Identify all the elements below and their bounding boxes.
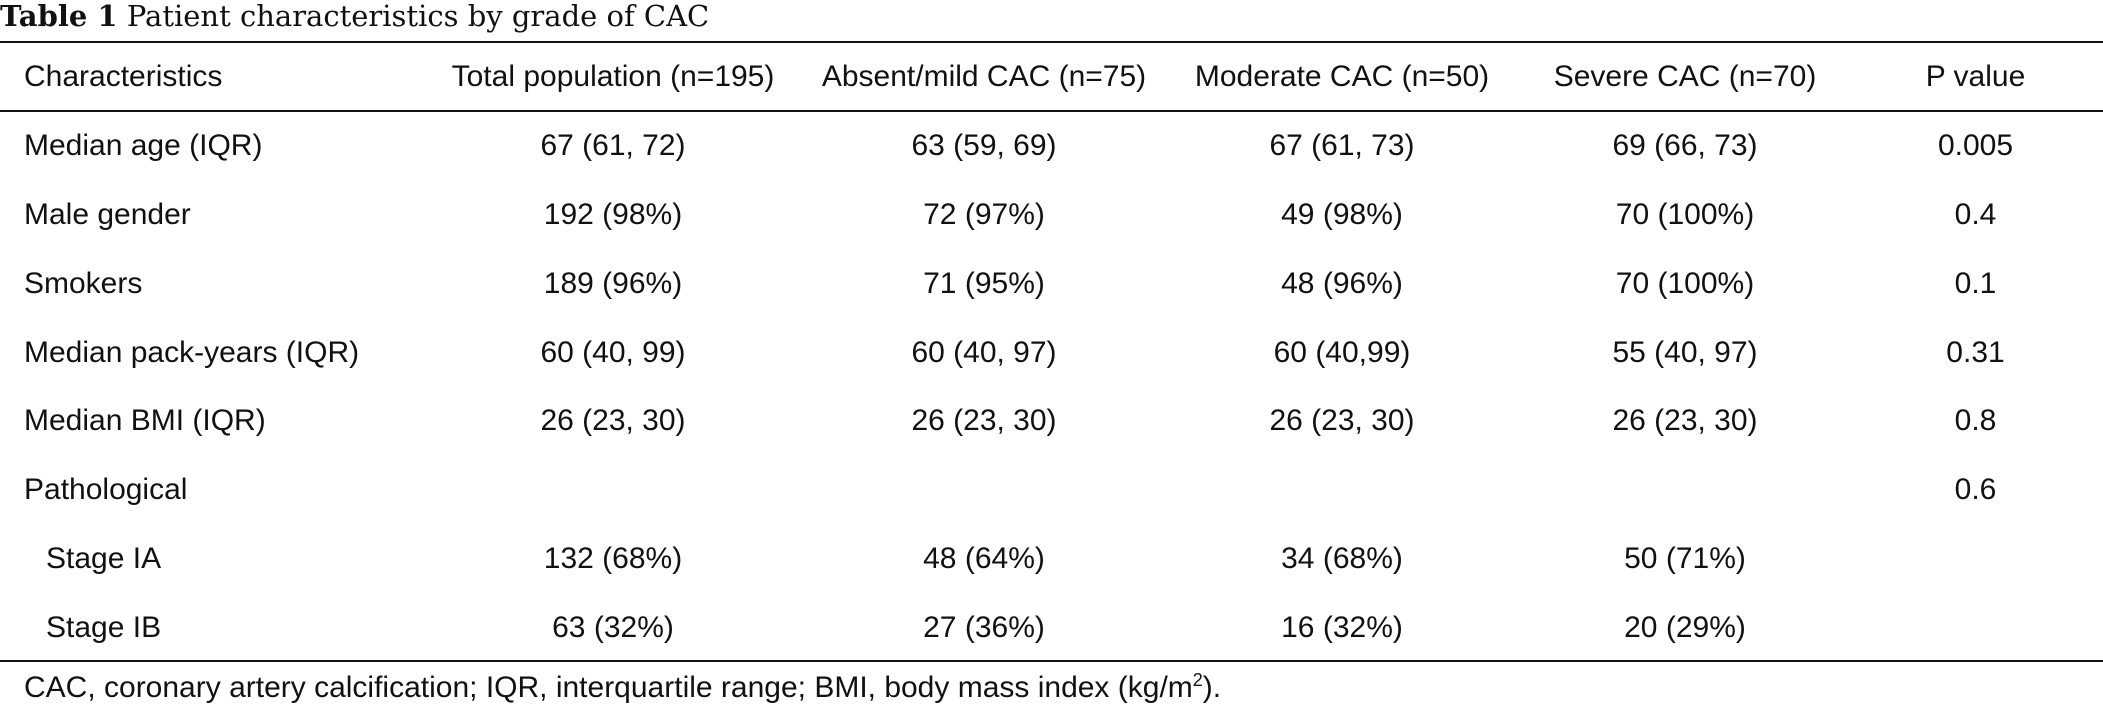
table-cell: 60 (40, 97) [911, 335, 1057, 369]
table-cell: 69 (66, 73) [1612, 129, 1758, 163]
row-label: Median BMI (IQR) [24, 404, 266, 438]
table-title: Patient characteristics by grade of CAC [126, 0, 710, 33]
table-row: Smokers 189 (96%) 71 (95%) 48 (96%) 70 (… [0, 250, 2103, 319]
table-cell: 26 (23, 30) [1269, 404, 1415, 438]
table-cell [420, 456, 806, 525]
row-label: Smokers [24, 266, 143, 300]
table-row: Median pack-years (IQR) 60 (40, 99) 60 (… [0, 318, 2103, 387]
p-value-cell: 0.4 [1954, 198, 1997, 232]
table-cell: 63 (32%) [552, 610, 674, 644]
table-row: Male gender 192 (98%) 72 (97%) 49 (98%) … [0, 181, 2103, 250]
p-value-cell: 0.005 [1937, 129, 2014, 163]
column-header-severe-cac: Severe CAC (n=70) [1553, 59, 1817, 93]
table-row: Stage IA 132 (68%) 48 (64%) 34 (68%) 50 … [0, 525, 2103, 594]
table-cell: 27 (36%) [923, 610, 1045, 644]
table-cell: 20 (29%) [1624, 610, 1746, 644]
footnote-text: CAC, coronary artery calcification; IQR,… [24, 671, 1193, 704]
p-value-cell: 0.6 [1954, 473, 1997, 507]
row-label: Pathological [24, 473, 188, 507]
table-cell: 70 (100%) [1615, 198, 1755, 232]
table-cell: 72 (97%) [923, 198, 1045, 232]
row-label: Median pack-years (IQR) [24, 335, 360, 369]
table-cell [806, 456, 1162, 525]
footnote-superscript: 2 [1192, 670, 1203, 690]
table-cell: 26 (23, 30) [1612, 404, 1758, 438]
table-cell: 48 (96%) [1281, 266, 1403, 300]
patient-characteristics-table: Characteristics Total population (n=195)… [0, 43, 2103, 662]
table-cell [1162, 456, 1522, 525]
column-header-absent-mild-cac: Absent/mild CAC (n=75) [821, 59, 1147, 93]
table-cell: 50 (71%) [1624, 541, 1746, 575]
p-value-cell: 0.31 [1946, 335, 2005, 369]
table-cell: 48 (64%) [923, 541, 1045, 575]
table-row: Median BMI (IQR) 26 (23, 30) 26 (23, 30)… [0, 387, 2103, 456]
table-cell: 60 (40, 99) [540, 335, 686, 369]
table-row: Pathological 0.6 [0, 456, 2103, 525]
column-header-total-population: Total population (n=195) [451, 59, 775, 93]
table-footnote: CAC, coronary artery calcification; IQR,… [24, 668, 1221, 708]
table-cell: 67 (61, 73) [1269, 129, 1415, 163]
table-cell: 192 (98%) [543, 198, 683, 232]
row-label: Male gender [24, 198, 191, 232]
table-row: Stage IB 63 (32%) 27 (36%) 16 (32%) 20 (… [0, 593, 2103, 662]
table-cell: 49 (98%) [1281, 198, 1403, 232]
top-rule [0, 41, 2103, 43]
table-cell: 16 (32%) [1281, 610, 1403, 644]
p-value-cell: 0.8 [1954, 404, 1997, 438]
table-cell: 67 (61, 72) [540, 129, 686, 163]
table-caption: Table 1 Patient characteristics by grade… [0, 0, 709, 42]
table-cell: 26 (23, 30) [911, 404, 1057, 438]
p-value-cell [1848, 593, 2103, 662]
table-cell: 55 (40, 97) [1612, 335, 1758, 369]
table-cell: 34 (68%) [1281, 541, 1403, 575]
table-cell: 63 (59, 69) [911, 129, 1057, 163]
table-cell: 71 (95%) [923, 266, 1045, 300]
table-cell [1522, 456, 1848, 525]
p-value-cell: 0.1 [1954, 266, 1997, 300]
column-header-moderate-cac: Moderate CAC (n=50) [1194, 59, 1490, 93]
table-cell: 26 (23, 30) [540, 404, 686, 438]
p-value-cell [1848, 525, 2103, 594]
column-header-p-value: P value [1925, 59, 2026, 93]
row-label: Stage IA [46, 541, 162, 575]
header-row: Characteristics Total population (n=195)… [0, 43, 2103, 110]
footnote-end: ). [1202, 671, 1222, 704]
row-label: Median age (IQR) [24, 129, 263, 163]
table-cell: 60 (40,99) [1273, 335, 1411, 369]
table-row: Median age (IQR) 67 (61, 72) 63 (59, 69)… [0, 110, 2103, 181]
header-rule [0, 110, 2103, 112]
table-cell: 132 (68%) [543, 541, 683, 575]
table-cell: 70 (100%) [1615, 266, 1755, 300]
table-number: Table 1 [0, 0, 118, 33]
column-header-characteristics: Characteristics [24, 59, 223, 93]
bottom-rule [0, 660, 2103, 662]
row-label: Stage IB [46, 610, 162, 644]
table-cell: 189 (96%) [543, 266, 683, 300]
